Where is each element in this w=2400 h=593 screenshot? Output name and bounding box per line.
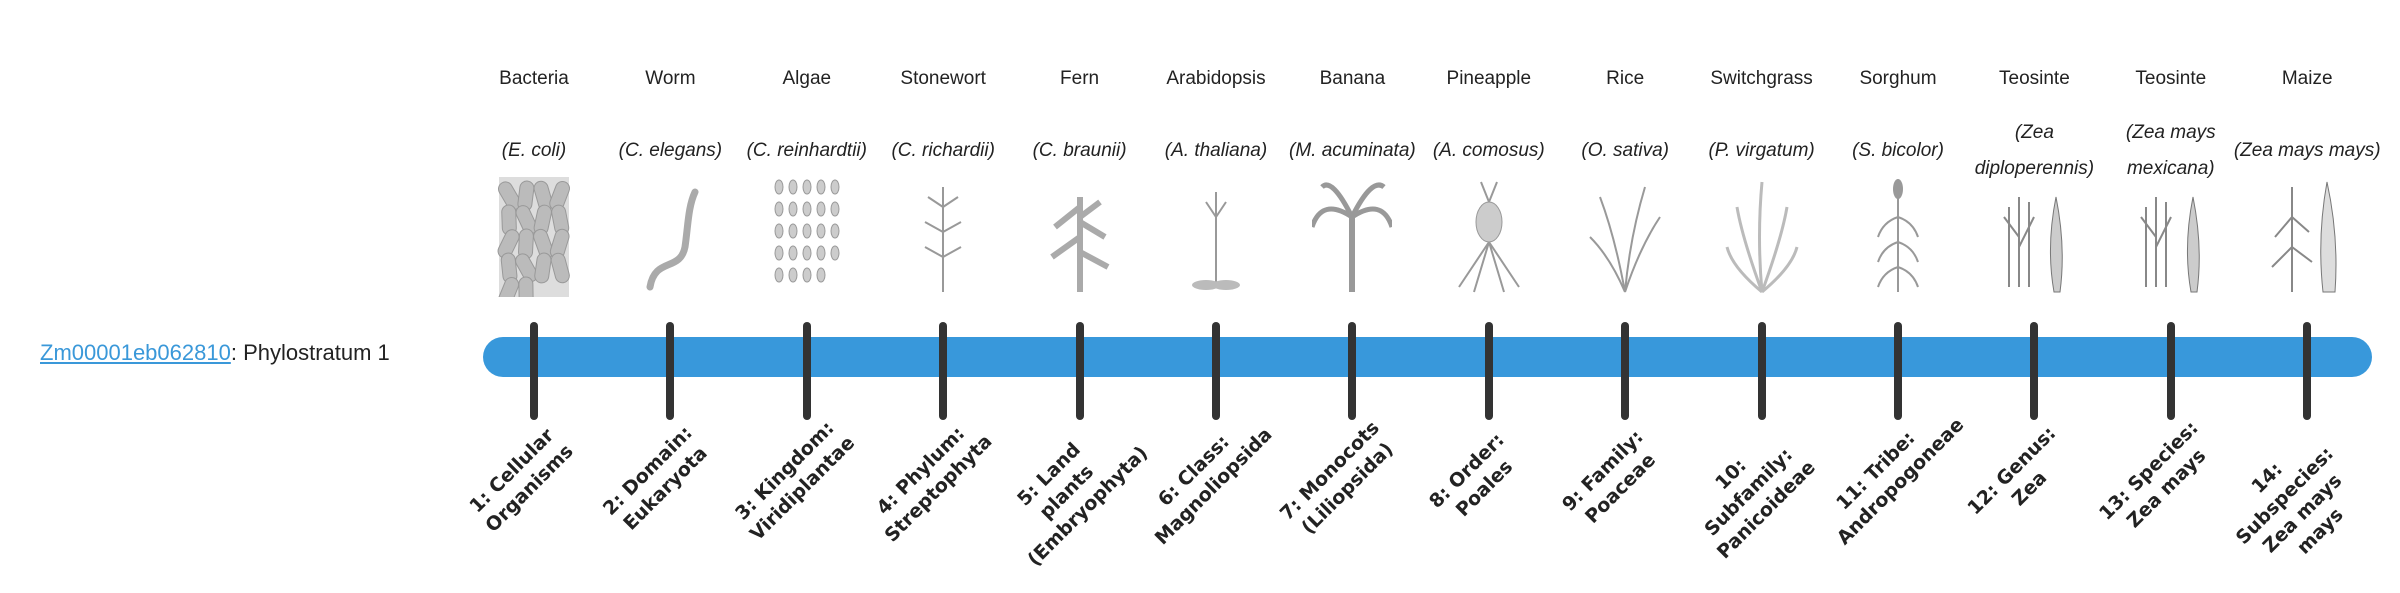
banana-icon bbox=[1312, 182, 1393, 292]
stratum-tick bbox=[2030, 322, 2039, 420]
organism-scientific-name: (P. virgatum) bbox=[1708, 140, 1815, 161]
stratum-level-label: 8: Order: Poales bbox=[1424, 428, 1517, 522]
organism-common-name: Switchgrass bbox=[1710, 68, 1813, 89]
organism-common-name: Arabidopsis bbox=[1166, 68, 1266, 89]
stratum-level-label: 14: Subspecies: Zea mays mays bbox=[2231, 442, 2348, 559]
organism-scientific-name: (C. braunii) bbox=[1032, 140, 1127, 161]
organism-common-name: Teosinte bbox=[2135, 68, 2207, 89]
stonewort-icon bbox=[924, 187, 962, 292]
organism-scientific-name: (C. richardii) bbox=[891, 140, 995, 161]
organism-common-name: Algae bbox=[782, 68, 832, 89]
fern-icon bbox=[1049, 197, 1110, 292]
organism-scientific-name: (S. bicolor) bbox=[1852, 140, 1944, 161]
organism-scientific-name: (Zea diploperennis) bbox=[1974, 122, 2095, 179]
organism-common-name: Pineapple bbox=[1446, 68, 1532, 89]
stratum-level-label: 3: Kingdom: Viridiplantae bbox=[730, 417, 859, 546]
maize-icon bbox=[2271, 181, 2337, 293]
phylostratum-bar bbox=[483, 337, 2372, 377]
organism-scientific-name: (C. reinhardtii) bbox=[746, 140, 867, 161]
organism-common-name: Bacteria bbox=[499, 68, 569, 89]
stratum-tick bbox=[2303, 322, 2312, 420]
teosinte-icon bbox=[2003, 196, 2064, 293]
organism-scientific-name: (Zea mays mexicana) bbox=[2125, 122, 2216, 179]
stratum-level-label: 4: Phylum: Streptophyta bbox=[872, 422, 997, 547]
organism-common-name: Banana bbox=[1319, 68, 1386, 89]
stratum-level-label: 10: Subfamily: Panicoideae bbox=[1699, 443, 1820, 564]
organism-scientific-name: (C. elegans) bbox=[618, 140, 723, 161]
arabidopsis-icon bbox=[1192, 192, 1240, 290]
organism-common-name: Teosinte bbox=[1999, 68, 2070, 89]
stratum-level-label: 6: Class: Magnoliopsida bbox=[1150, 423, 1277, 550]
sorghum-icon bbox=[1877, 179, 1919, 292]
organism-scientific-name: (A. thaliana) bbox=[1164, 140, 1268, 161]
organism-common-name: Stonewort bbox=[900, 68, 986, 89]
stratum-level-label: 11: Tribe: Andropogoneae bbox=[1832, 413, 1969, 550]
organism-scientific-name: (Zea mays mays) bbox=[2233, 140, 2381, 161]
rice-icon bbox=[1589, 186, 1662, 293]
worm-icon bbox=[646, 188, 699, 291]
stratum-level-label: 5: Land plants (Embryophyta) bbox=[1012, 438, 1152, 571]
pineapple-icon bbox=[1457, 181, 1520, 293]
gene-id-link[interactable]: Zm00001eb062810 bbox=[40, 340, 231, 365]
organism-scientific-name: (M. acuminata) bbox=[1289, 140, 1416, 161]
stratum-tick bbox=[1348, 322, 1357, 420]
stratum-tick bbox=[530, 322, 538, 420]
organism-common-name: Worm bbox=[645, 68, 696, 89]
stratum-tick bbox=[939, 322, 948, 420]
organism-scientific-name: (A. comosus) bbox=[1432, 140, 1545, 161]
stratum-level-label: 1: Cellular Organisms bbox=[465, 424, 578, 537]
stratum-tick bbox=[1075, 322, 1084, 420]
gene-stratum-label: Zm00001eb062810: Phylostratum 1 bbox=[40, 340, 390, 366]
stratum-level-label: 2: Domain: Eukaryota bbox=[599, 421, 713, 535]
stratum-level-label: 13: Species: Zea mays bbox=[2094, 416, 2211, 533]
organism-common-name: Sorghum bbox=[1859, 68, 1937, 89]
stratum-tick bbox=[1894, 322, 1902, 420]
organism-scientific-name: (E. coli) bbox=[501, 140, 567, 161]
organism-common-name: Fern bbox=[1060, 68, 1100, 89]
phylostratum-label: Phylostratum 1 bbox=[243, 340, 390, 365]
stratum-tick bbox=[1484, 322, 1493, 420]
switchgrass-icon bbox=[1725, 181, 1799, 294]
organism-scientific-name: (O. sativa) bbox=[1581, 140, 1669, 161]
algae-icon bbox=[774, 179, 840, 283]
separator: : bbox=[230, 340, 244, 365]
stratum-tick bbox=[2166, 322, 2175, 420]
organism-common-name: Rice bbox=[1606, 68, 1645, 89]
bacteria-icon bbox=[497, 177, 571, 297]
stratum-tick bbox=[1212, 322, 1220, 420]
stratum-tick bbox=[1757, 322, 1766, 420]
organism-common-name: Maize bbox=[2281, 68, 2333, 89]
stratum-level-label: 9: Family: Poaceae bbox=[1558, 425, 1661, 528]
stratum-level-label: 12: Genus: Zea bbox=[1963, 422, 2061, 520]
stratum-level-label: 7: Monocots (Liliopsida) bbox=[1276, 416, 1399, 539]
teosinte-icon bbox=[2139, 196, 2200, 293]
stratum-tick bbox=[1621, 322, 1630, 420]
stratum-tick bbox=[666, 322, 675, 420]
stratum-tick bbox=[802, 322, 811, 420]
